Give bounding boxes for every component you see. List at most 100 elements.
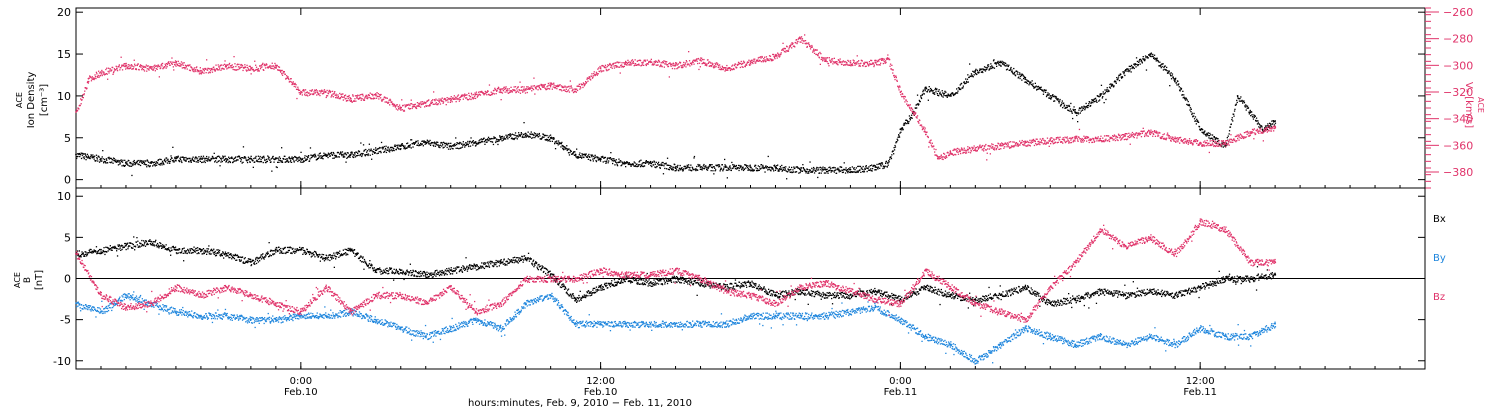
data-dot: [487, 139, 489, 141]
data-dot: [936, 88, 938, 90]
data-dot: [975, 150, 977, 152]
data-dot: [292, 81, 294, 83]
data-dot: [380, 93, 382, 96]
data-dot: [985, 143, 987, 146]
data-dot: [1270, 124, 1272, 126]
data-dot: [308, 160, 311, 162]
data-dot: [156, 164, 158, 166]
data-dot: [179, 160, 181, 163]
data-dot: [835, 61, 837, 64]
data-dot: [399, 144, 401, 146]
data-dot: [826, 57, 828, 59]
data-dot: [608, 64, 610, 67]
data-dot: [704, 62, 706, 64]
data-dot: [586, 77, 589, 79]
data-dot: [76, 157, 78, 160]
data-dot: [689, 65, 691, 67]
data-dot: [780, 53, 782, 56]
data-dot: [734, 166, 736, 168]
data-point: [374, 149, 377, 152]
data-dot: [564, 146, 566, 148]
data-dot: [625, 64, 627, 66]
data-dot: [503, 87, 505, 89]
data-dot: [840, 166, 843, 168]
data-dot: [90, 76, 92, 79]
data-dot: [729, 165, 731, 167]
data-dot: [391, 146, 393, 148]
data-dot: [761, 166, 763, 168]
data-dot: [961, 148, 963, 150]
data-dot: [308, 92, 310, 94]
data-dot: [1053, 100, 1055, 102]
data-dot: [131, 174, 133, 177]
data-dot: [666, 168, 668, 170]
data-dot: [215, 157, 218, 160]
data-dot: [683, 168, 685, 170]
data-dot: [460, 147, 462, 149]
data-dot: [693, 157, 695, 159]
data-dot: [569, 149, 571, 151]
data-dot: [223, 63, 226, 65]
data-dot: [837, 169, 839, 171]
data-dot: [197, 159, 200, 162]
data-dot: [996, 146, 999, 148]
data-dot: [333, 157, 335, 159]
data-dot: [313, 89, 316, 91]
data-dot: [354, 153, 356, 155]
data-dot: [950, 93, 952, 95]
data-dot: [879, 64, 881, 66]
data-dot: [201, 72, 203, 74]
data-dot: [517, 86, 519, 88]
data-dot: [827, 170, 830, 172]
data-dot: [353, 156, 355, 159]
data-dot: [353, 154, 355, 157]
data-dot: [1269, 123, 1272, 125]
data-dot: [862, 62, 865, 64]
data-dot: [304, 155, 306, 157]
data-dot: [1035, 86, 1037, 88]
data-dot: [1074, 110, 1076, 113]
data-dot: [612, 158, 614, 160]
data-dot: [101, 160, 103, 162]
data-dot: [1043, 139, 1045, 141]
data-dot: [671, 169, 674, 171]
data-dot: [311, 89, 313, 91]
data-dot: [728, 169, 730, 171]
data-dot: [528, 87, 531, 89]
data-dot: [859, 169, 861, 171]
data-dot: [420, 101, 422, 103]
data-dot: [1006, 146, 1008, 148]
data-dot: [98, 161, 101, 163]
data-dot: [759, 60, 761, 62]
data-dot: [420, 106, 422, 108]
data-dot: [375, 97, 378, 99]
data-dot: [205, 72, 207, 74]
data-dot: [783, 166, 786, 168]
data-dot: [767, 155, 769, 158]
data-dot: [206, 157, 208, 160]
data-dot: [1258, 126, 1260, 128]
data-dot: [645, 64, 647, 67]
series-right-series: [75, 34, 1277, 161]
data-dot: [224, 155, 226, 157]
data-dot: [822, 168, 824, 170]
data-dot: [211, 67, 213, 70]
data-dot: [92, 78, 94, 80]
data-dot: [593, 155, 595, 158]
data-dot: [1252, 118, 1255, 120]
data-dot: [907, 105, 909, 107]
data-dot: [507, 89, 509, 92]
data-dot: [1054, 100, 1056, 102]
data-dot: [762, 61, 764, 63]
data-dot: [113, 158, 116, 160]
data-dot: [409, 144, 411, 146]
data-dot: [1185, 98, 1188, 100]
data-dot: [702, 62, 704, 64]
data-dot: [882, 58, 884, 60]
data-dot: [718, 164, 720, 166]
data-dot: [708, 65, 710, 67]
data-dot: [332, 96, 335, 98]
data-dot: [844, 172, 847, 174]
data-dot: [551, 88, 553, 90]
data-dot: [231, 157, 233, 159]
